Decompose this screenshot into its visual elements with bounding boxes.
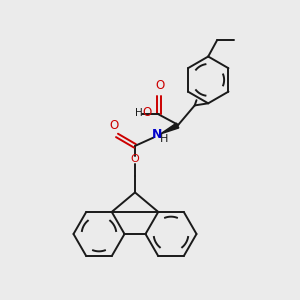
Text: H: H <box>135 108 142 118</box>
Text: O: O <box>110 118 118 131</box>
Text: O: O <box>142 106 151 119</box>
Text: H: H <box>160 134 168 144</box>
Text: O: O <box>130 154 140 164</box>
Text: N: N <box>152 128 162 141</box>
Text: O: O <box>156 79 165 92</box>
Polygon shape <box>160 123 179 134</box>
